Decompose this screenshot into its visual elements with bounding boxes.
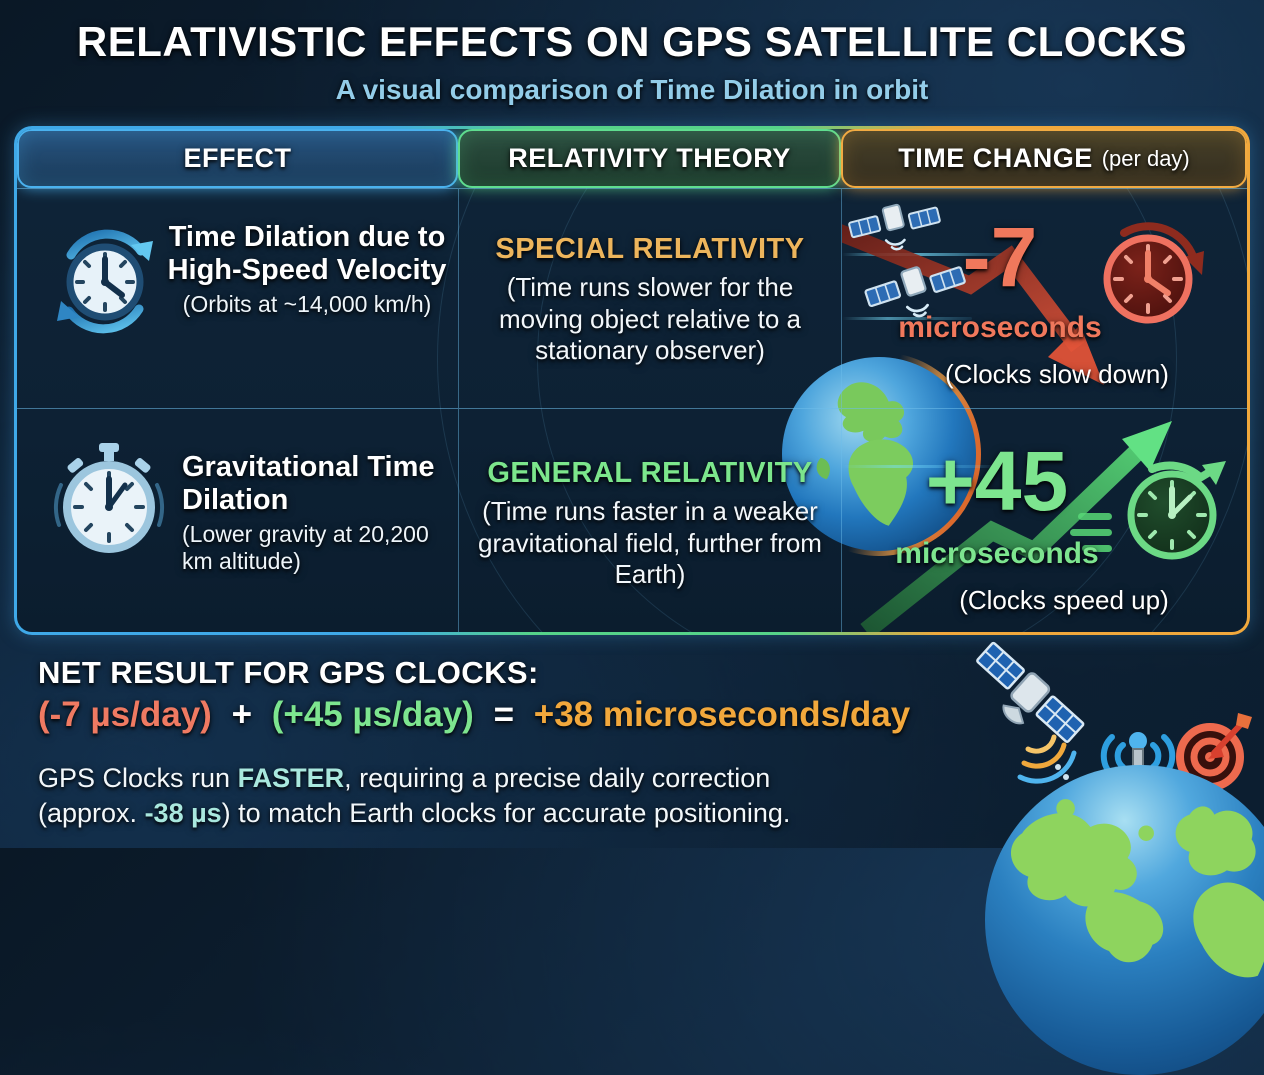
minus38-highlight: -38 µs: [144, 798, 222, 828]
effect-text-gravity: Gravitational Time Dilation (Lower gravi…: [182, 451, 435, 574]
orbit-ring: [437, 129, 1247, 632]
net-result-heading: NET RESULT FOR GPS CLOCKS:: [38, 655, 539, 690]
special-relativity-title: SPECIAL RELATIVITY: [495, 233, 805, 265]
time-change-note: (Clocks slow down): [945, 359, 1169, 389]
earth-icon: [777, 352, 981, 556]
effect-text-velocity: Time Dilation due to High-Speed Velocity…: [167, 221, 447, 317]
table-header-row: EFFECT RELATIVITY THEORY TIME CHANGE (pe…: [17, 129, 1247, 188]
page-title: RELATIVISTIC EFFECTS ON GPS SATELLITE CL…: [76, 18, 1188, 65]
general-relativity-title: GENERAL RELATIVITY: [487, 457, 813, 489]
time-change-value: -7: [962, 210, 1038, 304]
down-trend-arrow-icon: [842, 224, 1104, 385]
equation-term-special: (-7 µs/day): [38, 695, 212, 734]
up-trend-arrow-icon: [860, 421, 1172, 632]
earth-icon: [985, 765, 1264, 1075]
comparison-table: EFFECT RELATIVITY THEORY TIME CHANGE (pe…: [14, 126, 1250, 635]
stopwatch-icon: [53, 443, 165, 553]
correction-line-2: (approx. -38 µs) to match Earth clocks f…: [38, 798, 791, 828]
general-relativity-description: (Time runs faster in a weaker gravitatio…: [478, 496, 822, 590]
special-relativity-description: (Time runs slower for the moving object …: [498, 272, 802, 366]
correction-line-1: GPS Clocks run FASTER, requiring a preci…: [38, 763, 771, 793]
net-result-equation: (-7 µs/day) + (+45 µs/day) = +38 microse…: [38, 695, 910, 735]
time-change-unit: microseconds: [898, 311, 1102, 344]
cell-time-change-minus7: -7 microseconds (Clocks slow down): [841, 188, 1247, 408]
cell-theory-general: GENERAL RELATIVITY (Time runs faster in …: [458, 408, 841, 632]
column-header-effect: EFFECT: [17, 129, 458, 188]
column-header-time-change: TIME CHANGE (per day): [841, 129, 1247, 188]
time-change-value: +45: [925, 434, 1069, 528]
equation-plus-operator: +: [231, 695, 253, 734]
equation-term-general: (+45 µs/day): [271, 695, 474, 734]
green-clock-icon: [1127, 461, 1226, 560]
equation-equals-operator: =: [493, 695, 515, 734]
rotating-clock-icon: [57, 229, 153, 334]
equation-result: +38 microseconds/day: [533, 695, 911, 734]
cell-time-change-plus45: +45 microseconds (Clocks speed up): [841, 408, 1247, 632]
gps-satellite-icon: [976, 641, 1085, 800]
page-subtitle: A visual comparison of Time Dilation in …: [335, 74, 929, 105]
net-result-section: NET RESULT FOR GPS CLOCKS: (-7 µs/day) +…: [0, 635, 1264, 1075]
satellite-icon: [848, 203, 941, 251]
column-header-relativity-theory: RELATIVITY THEORY: [458, 129, 841, 188]
red-clock-icon: [1103, 222, 1204, 324]
satellite-icon: [864, 266, 966, 318]
time-change-note: (Clocks speed up): [959, 585, 1169, 615]
cell-effect-velocity: Time Dilation due to High-Speed Velocity…: [17, 188, 458, 408]
time-change-unit: microseconds: [895, 537, 1099, 570]
cell-effect-gravity: Gravitational Time Dilation (Lower gravi…: [17, 408, 458, 632]
faster-highlight: FASTER: [237, 763, 345, 793]
cell-theory-special: SPECIAL RELATIVITY (Time runs slower for…: [458, 188, 841, 408]
